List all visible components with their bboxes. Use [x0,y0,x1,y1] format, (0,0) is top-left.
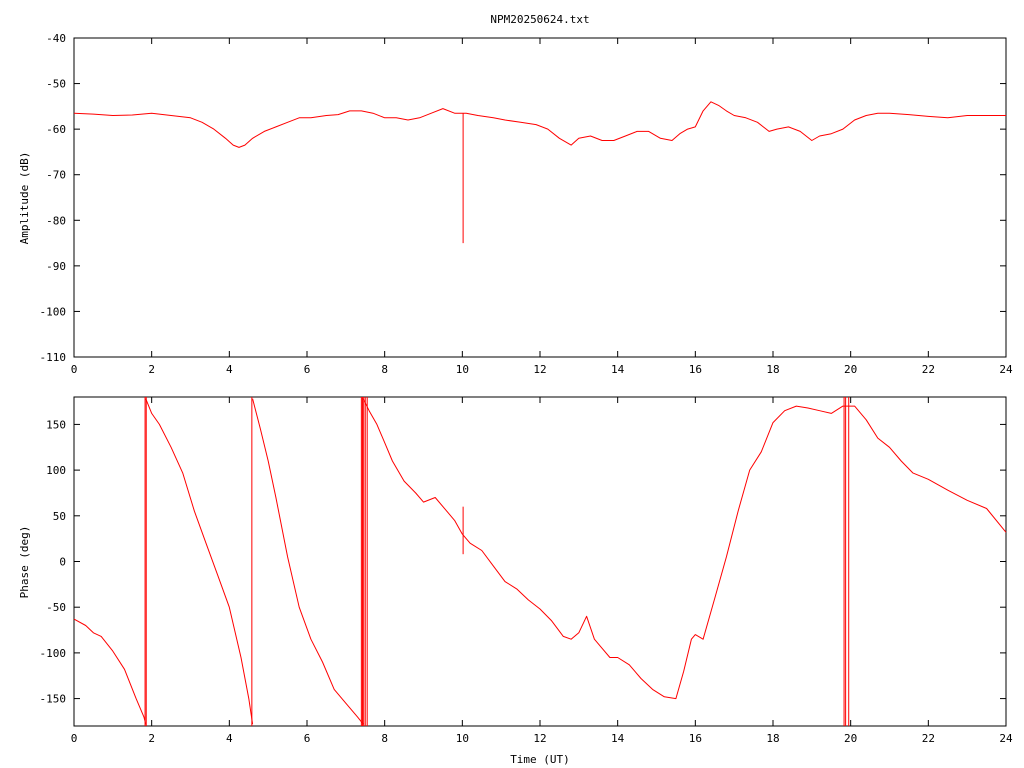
phase-y-tick-label: 150 [46,418,66,431]
phase-x-tick-label: 2 [148,732,155,745]
phase-y-tick-label: 50 [53,510,66,523]
amplitude-y-tick-label: -60 [46,123,66,136]
amplitude-x-tick-label: 20 [844,363,857,376]
phase-y-tick-label: 0 [59,556,66,569]
phase-y-tick-label: -100 [40,647,67,660]
amplitude-x-tick-label: 16 [689,363,702,376]
amplitude-plot-frame [73,37,1007,358]
phase-trace-line [252,398,364,725]
amplitude-y-tick-label: -50 [46,78,66,91]
amplitude-x-tick-label: 8 [381,363,388,376]
amplitude-panel: Amplitude (dB) 0 2 4 6 8 10 12 14 16 18 20 22 24 -11… [18,32,1013,376]
amplitude-y-ticks: -110 -100 -90 -80 -70 -60 -50 -40 [40,32,1006,364]
amplitude-x-tick-label: 4 [226,363,233,376]
amplitude-x-tick-label: 2 [148,363,155,376]
phase-x-tick-label: 16 [689,732,702,745]
phase-x-tick-label: 22 [922,732,935,745]
chart-title: NPM20250624.txt [490,13,589,26]
amplitude-x-tick-label: 18 [766,363,779,376]
amplitude-x-tick-label: 10 [456,363,469,376]
amplitude-x-tick-label: 12 [533,363,546,376]
amplitude-y-tick-label: -40 [46,32,66,45]
phase-x-tick-label: 18 [766,732,779,745]
phase-x-ticks: 0 2 4 6 8 10 12 14 16 18 20 22 24 [71,397,1013,745]
amplitude-trace-line [73,101,1006,148]
phase-y-ticks: -150 -100 -50 0 50 100 150 [40,418,1006,706]
phase-y-axis-label: Phase (deg) [18,526,31,599]
amplitude-traces [73,101,1006,244]
phase-y-tick-label: -50 [46,601,66,614]
phase-trace-line [362,398,1007,700]
amplitude-y-tick-label: -70 [46,169,66,182]
amplitude-y-axis-label: Amplitude (dB) [18,152,31,245]
amplitude-x-tick-label: 6 [304,363,311,376]
amplitude-y-tick-label: -80 [46,214,66,227]
amplitude-y-tick-label: -110 [40,351,67,364]
amplitude-x-ticks: 0 2 4 6 8 10 12 14 16 18 20 22 24 [71,38,1013,376]
phase-x-tick-label: 8 [381,732,388,745]
phase-y-tick-label: -150 [40,693,67,706]
phase-trace-line [73,618,147,725]
phase-panel: Phase (deg) Time (UT) 0 2 4 6 8 10 12 14 16 18 20 2… [18,396,1013,766]
amplitude-y-tick-label: -90 [46,260,66,273]
phase-y-tick-label: 100 [46,464,66,477]
phase-traces [73,397,1007,726]
phase-x-tick-label: 24 [999,732,1013,745]
phase-x-tick-label: 4 [226,732,233,745]
time-x-axis-label: Time (UT) [510,753,570,766]
amplitude-x-tick-label: 0 [71,363,78,376]
amplitude-x-tick-label: 14 [611,363,625,376]
phase-x-tick-label: 12 [533,732,546,745]
phase-x-tick-label: 20 [844,732,857,745]
phase-x-tick-label: 6 [304,732,311,745]
amplitude-x-tick-label: 24 [999,363,1013,376]
amplitude-x-tick-label: 22 [922,363,935,376]
phase-x-tick-label: 10 [456,732,469,745]
phase-x-tick-label: 0 [71,732,78,745]
phase-plot-frame [73,396,1007,727]
phase-trace-line [145,398,254,725]
amplitude-y-tick-label: -100 [40,305,67,318]
phase-x-tick-label: 14 [611,732,625,745]
